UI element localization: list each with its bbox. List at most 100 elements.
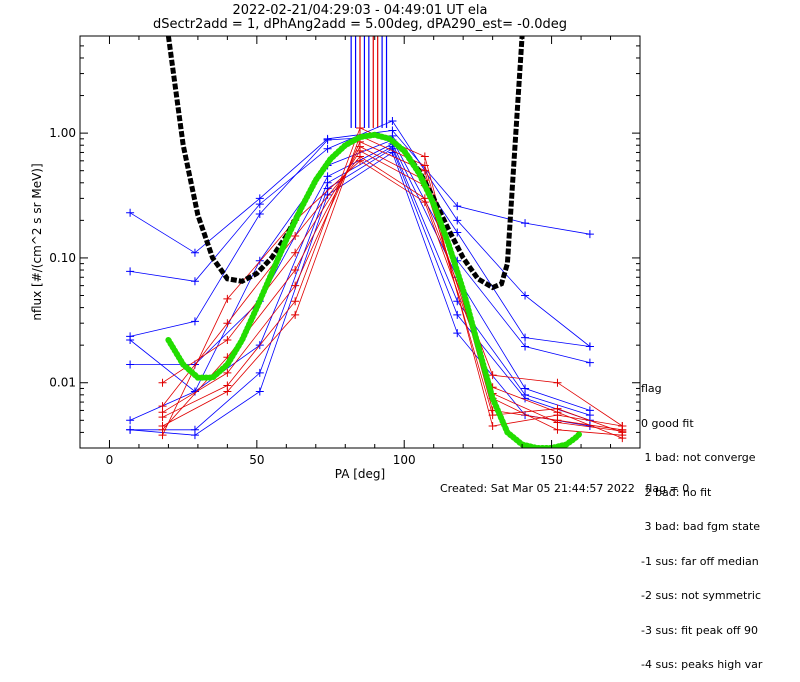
flag-value: flag = 0 [645,482,690,495]
data-point [255,200,264,209]
legend-item: 0 good fit [641,416,694,430]
data-point [420,152,429,161]
pitch-angle-plot: 0 50 100 150 0.01 0.10 1.00 PA [deg] nflux [#/… [30,35,641,481]
fit-curve-green [165,131,585,448]
data-point [126,267,135,276]
data-point [255,256,264,265]
data-point [323,190,332,199]
legend-item: -3 sus: fit peak off 90 [641,623,758,637]
series-line [162,135,623,436]
data-point [291,248,300,257]
data-point [323,136,332,145]
data-point [223,294,232,303]
data-point [223,319,232,328]
data-point [618,434,627,443]
data-point [585,230,594,239]
data-point [323,144,332,153]
data-point [255,209,264,218]
data-point [488,422,497,431]
data-point [126,336,135,345]
data-point [388,148,397,157]
data-point [521,342,530,351]
footer: Created: Sat Mar 05 21:44:57 2022 flag =… [440,482,689,495]
data-point [488,371,497,380]
data-point [190,277,199,286]
data-point [158,402,167,411]
data-point [291,281,300,290]
data-point [126,208,135,217]
data-point [553,408,562,417]
data-point [223,336,232,345]
data-point [190,317,199,326]
y-axis-label: nflux [#/(cm^2 s sr MeV)] [30,163,44,320]
series-line [129,139,590,393]
y-tick-label: 0.10 [49,251,76,265]
data-point [553,425,562,434]
data-point [255,368,264,377]
series-line [130,143,591,411]
data-point [585,358,594,367]
data-point [521,291,530,300]
data-point [420,198,429,207]
data-point [553,418,562,427]
data-point [291,266,300,275]
flag-legend: flag 0 good fit 1 bad: not converge 2 ba… [641,360,762,682]
y-tick-label: 0.01 [49,376,76,390]
legend-item: 3 bad: bad fgm state [641,520,761,533]
legend-item: 2 bad: no fit [641,485,712,499]
data-point [126,416,135,425]
data-point [190,387,199,396]
data-point [618,422,627,431]
y-tick-label: 1.00 [49,126,76,140]
data-point [255,387,264,396]
series-line [162,160,623,439]
data-point [158,378,167,387]
data-point [521,394,530,403]
data-point [553,378,562,387]
data-point [126,425,135,434]
data-point [585,342,594,351]
data-point [126,360,135,369]
legend-item: -4 sus: peaks high var [641,658,763,671]
chart-title-line1: 2022-02-21/04:29:03 - 04:49:01 UT ela [232,3,488,18]
data-point [521,333,530,342]
data-point [453,228,462,237]
data-point [356,123,364,132]
data-point [356,156,364,165]
data-point [453,310,462,319]
data-point [223,368,232,377]
created-timestamp: Created: Sat Mar 05 21:44:57 2022 [440,482,635,495]
series-line [130,148,591,431]
series-line [130,135,590,347]
series-line [162,155,623,427]
data-point [420,166,429,175]
chart-title-line2: dSectr2add = 1, dPhAng2add = 5.00deg, dP… [152,17,568,32]
data-point [521,219,530,228]
data-point [488,411,497,420]
x-axis-label: PA [deg] [335,467,385,481]
data-point [453,216,462,225]
x-tick-label: 150 [540,453,563,467]
data-point [291,310,300,319]
x-tick-label: 100 [393,453,416,467]
data-point [291,297,300,306]
series-line [162,141,623,427]
data-point [388,117,397,126]
x-tick-label: 50 [249,453,264,467]
data-point [190,248,199,257]
x-tick-label: 0 [106,453,114,467]
data-point [158,431,167,440]
data-point [190,431,199,440]
legend-item: -2 sus: not symmetric [641,589,761,602]
series-line [130,151,590,436]
data-point [291,231,300,240]
data-point [453,329,462,338]
data-point [453,202,462,211]
plot-frame [79,35,641,449]
legend-item: 1 bad: not converge [641,451,756,464]
series-line [162,146,623,433]
data-point [223,381,232,390]
legend-item: -1 sus: far off median [641,554,759,568]
series-line [162,150,623,432]
legend-title: flag [641,382,662,395]
